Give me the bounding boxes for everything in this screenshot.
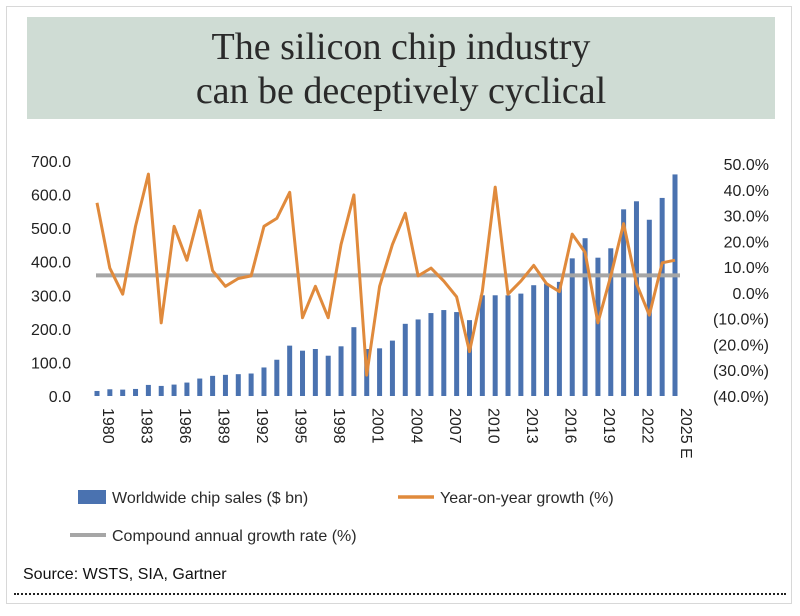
chart-frame (6, 6, 792, 604)
bar (222, 374, 228, 396)
legend-swatch-sales (78, 490, 106, 504)
source-note: Source: WSTS, SIA, Gartner (23, 566, 227, 583)
right-tick-label: (10.0%) (713, 312, 769, 329)
bar (544, 283, 550, 396)
x-axis: 1980 1983 1986 1989 1992 1995 1998 2001 2004 2007… (99, 408, 694, 459)
right-tick-label: 40.0% (724, 183, 769, 200)
bar (171, 384, 177, 396)
title-line-1: The silicon chip industry (211, 26, 591, 68)
bar (145, 384, 151, 396)
bar (621, 209, 627, 396)
x-tick-label: 2004 (407, 408, 424, 444)
bar (274, 359, 280, 396)
bar (325, 355, 331, 396)
x-tick-label: 1995 (292, 408, 309, 444)
bar (556, 281, 562, 396)
x-tick-label: 1989 (215, 408, 232, 444)
bar (94, 390, 100, 396)
bar (633, 201, 639, 396)
left-tick-label: 300.0 (31, 288, 71, 305)
bar (518, 293, 524, 396)
x-tick-label: 1992 (253, 408, 270, 444)
bar (377, 348, 383, 396)
bar (107, 389, 113, 396)
left-tick-label: 400.0 (31, 255, 71, 272)
x-tick-label: 2016 (561, 408, 578, 444)
bar (582, 238, 588, 396)
left-tick-label: 500.0 (31, 221, 71, 238)
title-line-2: can be deceptively cyclical (195, 70, 607, 112)
bar (505, 295, 511, 396)
bar (261, 367, 267, 396)
x-tick-label: 1998 (330, 408, 347, 444)
bar (415, 319, 421, 396)
bar (428, 313, 434, 396)
right-tick-label: 10.0% (724, 260, 769, 277)
x-tick-label: 2001 (369, 408, 386, 444)
x-tick-label: 2010 (484, 408, 501, 444)
right-axis: (40.0%) (30.0%) (20.0%) (10.0%) 0.0% 10.0% 20.… (713, 157, 769, 406)
bar (659, 197, 665, 396)
dotted-divider (14, 593, 786, 595)
bar (158, 385, 164, 396)
bar (351, 327, 357, 396)
right-tick-label: 20.0% (724, 234, 769, 251)
legend-label-cagr: Compound annual growth rate (%) (112, 528, 357, 545)
bar (646, 219, 652, 396)
left-tick-label: 700.0 (31, 154, 71, 171)
combo-chart: 0.0 100.0 200.0 300.0 400.0 500.0 600.0 700.0 (… (31, 154, 769, 545)
x-tick-label: 2022 (638, 408, 655, 444)
bar (569, 258, 575, 396)
left-tick-label: 0.0 (49, 389, 71, 406)
bar (287, 345, 293, 396)
title-box: The silicon chip industry can be decepti… (27, 17, 775, 119)
x-tick-label: 1980 (99, 408, 116, 444)
bar (133, 388, 139, 396)
right-tick-label: 30.0% (724, 209, 769, 226)
right-tick-label: 0.0% (733, 286, 769, 303)
bar (389, 340, 395, 396)
legend-label-sales: Worldwide chip sales ($ bn) (112, 490, 308, 507)
x-tick-label: 2019 (600, 408, 617, 444)
bar (120, 389, 126, 396)
bar (197, 378, 203, 396)
x-tick-label: 2013 (523, 408, 540, 444)
bar (608, 248, 614, 396)
x-tick-label: 1986 (176, 408, 193, 444)
right-tick-label: (20.0%) (713, 337, 769, 354)
right-tick-label: (30.0%) (713, 363, 769, 380)
left-axis: 0.0 100.0 200.0 300.0 400.0 500.0 600.0 700.0 (31, 154, 71, 406)
bar (531, 285, 537, 396)
bar (300, 350, 306, 396)
bar (248, 373, 254, 396)
bar (492, 295, 498, 396)
bar (210, 375, 216, 396)
bar (466, 320, 472, 396)
bar (595, 257, 601, 396)
bar (672, 174, 678, 396)
growth-series (95, 172, 676, 377)
bar (312, 349, 318, 396)
left-tick-label: 200.0 (31, 322, 71, 339)
x-tick-label: 2007 (446, 408, 463, 444)
bar (338, 346, 344, 396)
legend-label-growth: Year-on-year growth (%) (440, 490, 614, 507)
right-tick-label: 50.0% (724, 157, 769, 174)
bar (235, 374, 241, 396)
left-tick-label: 600.0 (31, 188, 71, 205)
bar (441, 310, 447, 396)
x-tick-label: 1983 (138, 408, 155, 444)
growth-line (95, 172, 676, 377)
legend: Worldwide chip sales ($ bn) Year-on-year… (70, 490, 614, 545)
left-tick-label: 100.0 (31, 355, 71, 372)
x-tick-label: 2025 E (677, 408, 694, 459)
bar (402, 323, 408, 396)
bar (184, 382, 190, 396)
bar (454, 312, 460, 396)
right-tick-label: (40.0%) (713, 389, 769, 406)
bar (479, 295, 485, 396)
